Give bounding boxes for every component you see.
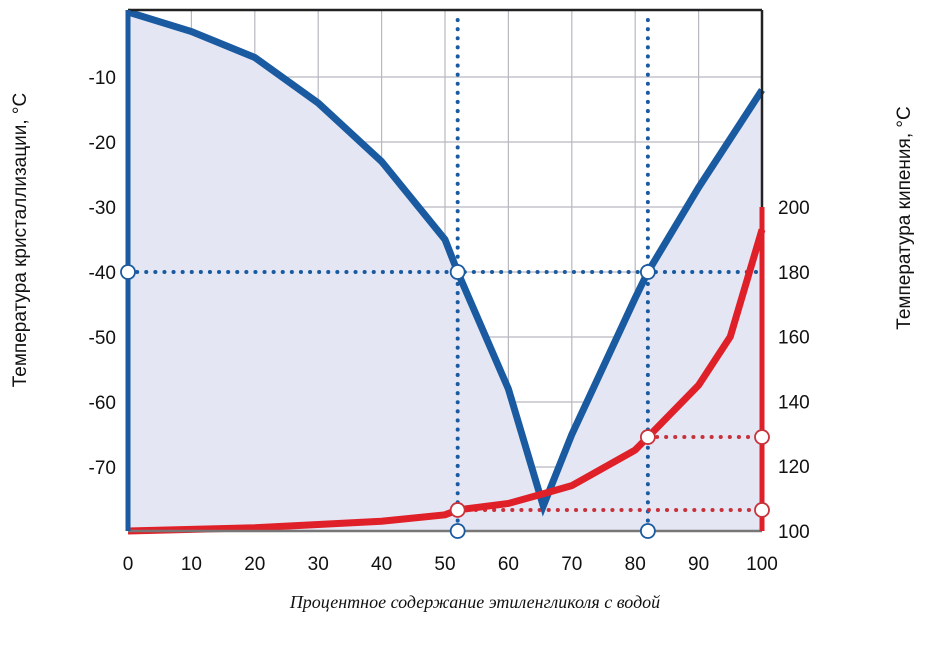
marker-circle — [639, 264, 656, 280]
boiling-curve — [127, 228, 766, 535]
marker-circle — [449, 523, 466, 539]
marker-circle — [754, 502, 770, 518]
x-tick-label: 40 — [371, 554, 392, 575]
marker-circle — [449, 264, 466, 280]
markers — [120, 264, 770, 539]
marker-circle — [639, 429, 656, 445]
left-tick-labels: -10 -20 -30 -40 -50 -60 -70 — [89, 68, 116, 479]
left-tick-label: -50 — [89, 328, 116, 349]
x-tick-label: 80 — [625, 554, 646, 575]
x-tick-label: 70 — [561, 554, 582, 575]
right-axis-label: Температура кипения, °С — [894, 106, 915, 329]
right-tick-label: 180 — [778, 263, 810, 284]
marker-circle — [754, 429, 770, 445]
right-tick-label: 120 — [778, 457, 810, 478]
x-tick-label: 30 — [308, 554, 329, 575]
x-tick-label: 20 — [244, 554, 265, 575]
x-tick-label: 60 — [498, 554, 519, 575]
x-tick-labels: 0 10 20 30 40 50 60 70 80 90 100 — [123, 554, 778, 575]
marker-circle — [449, 502, 466, 518]
left-tick-label: -60 — [89, 393, 116, 414]
x-tick-label: 50 — [434, 554, 455, 575]
right-tick-label: 100 — [778, 522, 810, 543]
marker-circle — [639, 523, 656, 539]
x-tick-label: 10 — [181, 554, 202, 575]
left-tick-label: -70 — [89, 458, 116, 479]
left-tick-label: -40 — [89, 263, 116, 284]
left-tick-label: -20 — [89, 133, 116, 154]
right-tick-labels: 200 180 160 140 120 100 — [778, 198, 810, 543]
x-tick-label: 0 — [123, 554, 134, 575]
marker-circle — [120, 264, 136, 280]
right-tick-label: 140 — [778, 392, 810, 413]
x-axis-label: Процентное содержание этиленгликоля с во… — [289, 592, 660, 612]
x-tick-label: 100 — [746, 554, 778, 575]
left-tick-label: -30 — [89, 198, 116, 219]
x-tick-label: 90 — [688, 554, 709, 575]
left-tick-label: -10 — [89, 68, 116, 89]
left-axis-label: Температура кристаллизации, °С — [10, 93, 31, 387]
right-tick-label: 200 — [778, 198, 810, 219]
right-tick-label: 160 — [778, 328, 810, 349]
